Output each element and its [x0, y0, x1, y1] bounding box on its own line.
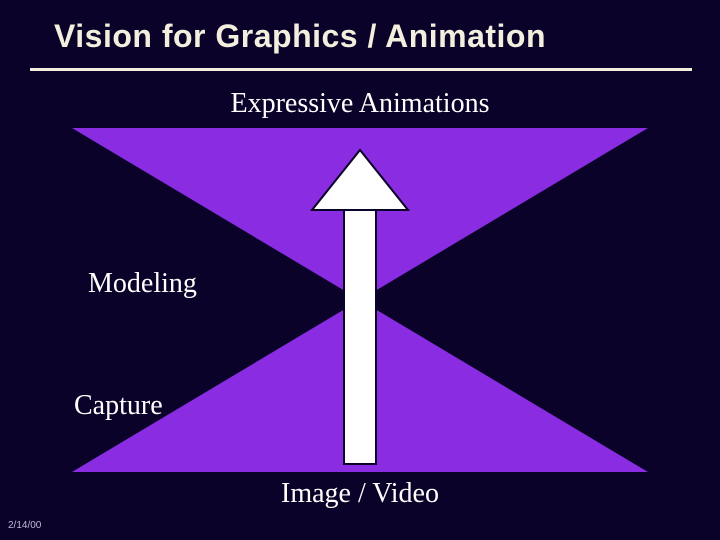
label-expressive-animations: Expressive Animations [0, 88, 720, 120]
label-capture: Capture [74, 390, 163, 422]
label-image-video: Image / Video [0, 478, 720, 510]
footer-date: 2/14/00 [8, 520, 41, 531]
slide-title: Vision for Graphics / Animation [54, 18, 546, 55]
label-modeling: Modeling [88, 268, 197, 300]
title-underline [30, 68, 692, 71]
